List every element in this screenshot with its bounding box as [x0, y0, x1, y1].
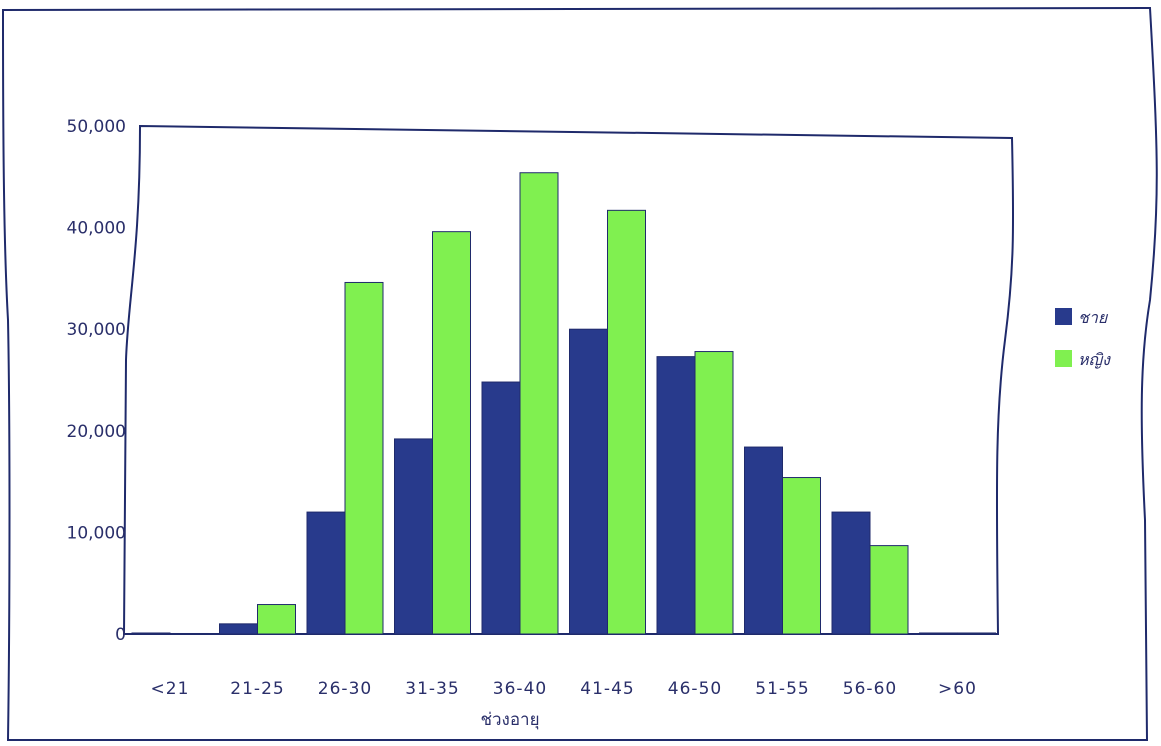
x-axis-title: ช่วงอายุ: [480, 710, 539, 730]
bar-male: [744, 446, 783, 635]
bar-female: [694, 351, 734, 635]
legend-swatch: [1055, 350, 1072, 367]
y-axis-ticks: 0 10,000 20,000 30,000 40,000 50,000: [67, 117, 126, 645]
x-tick-label: 56-60: [843, 679, 897, 699]
bar-female: [169, 632, 209, 635]
y-tick-label: 40,000: [67, 219, 126, 239]
bar-male: [219, 623, 258, 635]
x-tick-label: 46-50: [668, 679, 722, 699]
x-axis-labels: <21 21-25 26-30 31-35 36-40 41-45 46-50 51-55 56…: [151, 679, 977, 699]
x-tick-label: 51-55: [755, 679, 809, 699]
y-tick-label: 30,000: [67, 320, 126, 340]
bar-female: [957, 632, 996, 635]
y-tick-label: 10,000: [67, 523, 126, 543]
bar-female: [257, 604, 296, 635]
bar-male: [306, 511, 346, 635]
bar-male: [394, 438, 433, 635]
y-tick-label: 0: [115, 625, 126, 645]
x-tick-label: >60: [938, 679, 977, 699]
bar-male: [919, 632, 958, 635]
bars: [131, 172, 996, 635]
bar-female: [344, 281, 384, 635]
bar-male: [831, 511, 871, 635]
x-tick-label: 31-35: [405, 679, 459, 699]
bar-female: [869, 545, 909, 635]
bar-female: [519, 172, 559, 635]
x-tick-label: 21-25: [230, 679, 284, 699]
legend-label: ชาย: [1078, 308, 1109, 327]
bar-male: [656, 356, 696, 635]
x-tick-label: 36-40: [493, 679, 547, 699]
bar-male: [481, 381, 521, 635]
bar-male: [569, 328, 608, 635]
bar-female: [432, 231, 471, 635]
x-tick-label: <21: [151, 679, 190, 699]
legend-swatch: [1055, 308, 1072, 325]
y-tick-label: 50,000: [67, 117, 126, 137]
x-tick-label: 41-45: [580, 679, 634, 699]
bar-female: [782, 477, 821, 635]
bar-male: [131, 632, 171, 635]
bar-female: [607, 209, 646, 635]
legend-label: หญิง: [1078, 350, 1111, 369]
y-tick-label: 20,000: [67, 422, 126, 442]
x-tick-label: 26-30: [318, 679, 372, 699]
